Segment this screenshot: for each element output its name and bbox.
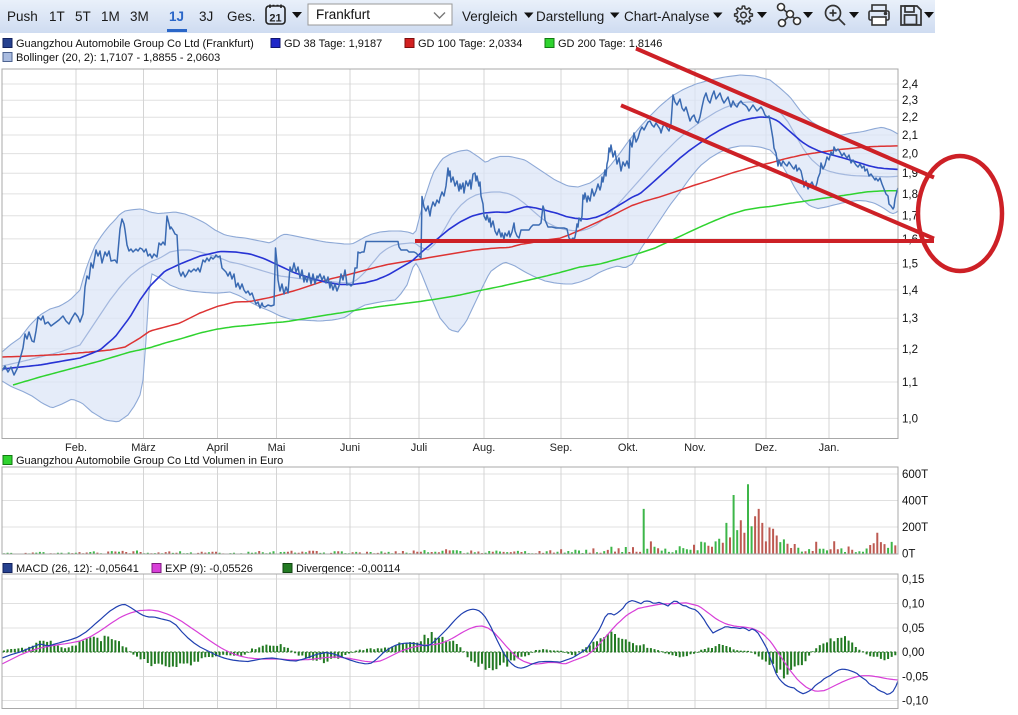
svg-text:1,9: 1,9 xyxy=(902,168,918,180)
svg-text:2,1: 2,1 xyxy=(902,130,918,142)
svg-text:Jan.: Jan. xyxy=(819,442,840,454)
svg-text:Juni: Juni xyxy=(340,442,360,454)
svg-text:Guangzhou Automobile Group Co: Guangzhou Automobile Group Co Ltd Volume… xyxy=(16,455,283,467)
svg-text:200T: 200T xyxy=(902,522,928,534)
svg-text:400T: 400T xyxy=(902,496,928,508)
svg-text:2,4: 2,4 xyxy=(902,79,919,91)
svg-text:MACD (26, 12): -0,05641: MACD (26, 12): -0,05641 xyxy=(16,563,139,575)
svg-text:Sep.: Sep. xyxy=(550,442,573,454)
svg-text:1,4: 1,4 xyxy=(902,285,919,297)
svg-text:600T: 600T xyxy=(902,469,928,481)
svg-text:1M: 1M xyxy=(101,9,120,24)
svg-text:Vergleich: Vergleich xyxy=(462,9,518,24)
svg-text:1J: 1J xyxy=(169,9,184,24)
svg-text:Guangzhou Automobile Group Co: Guangzhou Automobile Group Co Ltd (Frank… xyxy=(16,38,254,50)
svg-text:1,8: 1,8 xyxy=(902,189,918,201)
svg-text:Juli: Juli xyxy=(411,442,428,454)
svg-text:0,10: 0,10 xyxy=(902,599,924,611)
svg-text:0,00: 0,00 xyxy=(902,647,924,659)
svg-text:Frankfurt: Frankfurt xyxy=(316,7,370,22)
svg-text:Nov.: Nov. xyxy=(684,442,706,454)
svg-text:Dez.: Dez. xyxy=(755,442,778,454)
svg-text:März: März xyxy=(131,442,155,454)
svg-text:April: April xyxy=(206,442,228,454)
svg-text:-0,05: -0,05 xyxy=(902,672,928,684)
svg-text:-0,10: -0,10 xyxy=(902,696,928,708)
svg-text:3J: 3J xyxy=(199,9,213,24)
svg-text:2,3: 2,3 xyxy=(902,95,918,107)
svg-text:2,2: 2,2 xyxy=(902,112,918,124)
svg-text:Feb.: Feb. xyxy=(65,442,87,454)
svg-text:1,1: 1,1 xyxy=(902,377,918,389)
svg-text:GD 100 Tage: 2,0334: GD 100 Tage: 2,0334 xyxy=(418,38,522,50)
svg-text:1,3: 1,3 xyxy=(902,313,918,325)
svg-text:GD 200 Tage: 1,8146: GD 200 Tage: 1,8146 xyxy=(558,38,662,50)
svg-text:Aug.: Aug. xyxy=(473,442,496,454)
svg-text:0T: 0T xyxy=(902,549,915,561)
svg-text:Chart-Analyse: Chart-Analyse xyxy=(624,9,710,24)
svg-text:0,05: 0,05 xyxy=(902,623,924,635)
svg-text:0,15: 0,15 xyxy=(902,574,924,586)
svg-text:Ges.: Ges. xyxy=(227,9,256,24)
svg-text:1,0: 1,0 xyxy=(902,413,918,425)
svg-text:1T: 1T xyxy=(49,9,65,24)
svg-text:5T: 5T xyxy=(75,9,91,24)
svg-text:Push: Push xyxy=(7,9,38,24)
svg-text:1,7: 1,7 xyxy=(902,211,918,223)
svg-text:21: 21 xyxy=(269,13,281,25)
svg-text:Divergence: -0,00114: Divergence: -0,00114 xyxy=(296,563,400,575)
svg-text:Darstellung: Darstellung xyxy=(536,9,604,24)
svg-text:GD 38 Tage: 1,9187: GD 38 Tage: 1,9187 xyxy=(284,38,382,50)
svg-text:Mai: Mai xyxy=(268,442,286,454)
svg-text:2,0: 2,0 xyxy=(902,149,918,161)
svg-text:Okt.: Okt. xyxy=(618,442,638,454)
svg-text:1,5: 1,5 xyxy=(902,259,918,271)
svg-text:1,2: 1,2 xyxy=(902,344,918,356)
svg-text:Bollinger (20, 2): 1,7107 - 1,: Bollinger (20, 2): 1,7107 - 1,8855 - 2,0… xyxy=(16,52,220,64)
svg-text:3M: 3M xyxy=(130,9,149,24)
svg-text:EXP (9): -0,05526: EXP (9): -0,05526 xyxy=(165,563,253,575)
